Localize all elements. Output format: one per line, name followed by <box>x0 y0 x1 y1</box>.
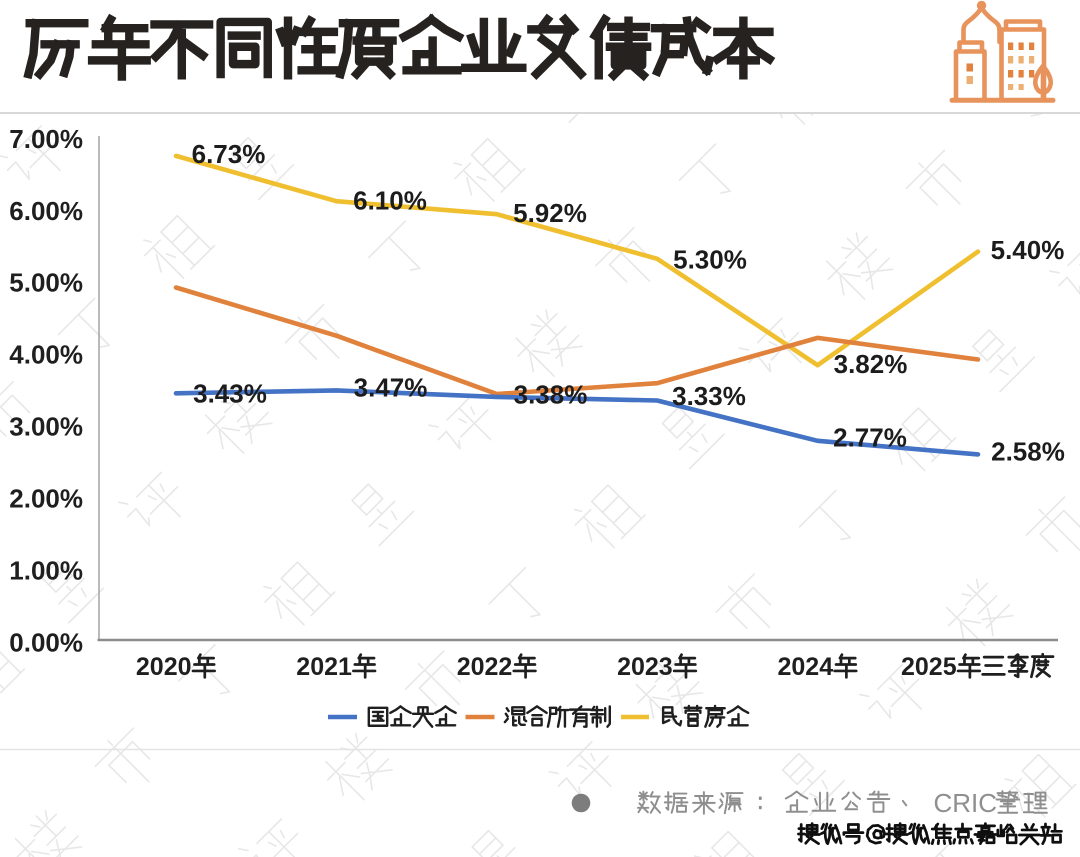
svg-text:1.00%: 1.00% <box>9 556 83 586</box>
svg-text:4.00%: 4.00% <box>9 340 83 370</box>
svg-text:2.77%: 2.77% <box>833 423 907 453</box>
svg-text:3.38%: 3.38% <box>514 380 588 410</box>
svg-text:3.33%: 3.33% <box>672 381 746 411</box>
svg-text:2.00%: 2.00% <box>9 484 83 514</box>
svg-text:6.73%: 6.73% <box>192 139 266 169</box>
svg-text:6.10%: 6.10% <box>353 186 427 216</box>
svg-text:2024: 2024 <box>778 653 834 681</box>
svg-text:2022: 2022 <box>457 653 513 681</box>
svg-text:2025: 2025 <box>901 653 957 681</box>
svg-text:5.92%: 5.92% <box>513 198 587 228</box>
svg-text:6.00%: 6.00% <box>9 196 83 226</box>
svg-text:2.58%: 2.58% <box>991 437 1065 467</box>
svg-text:0.00%: 0.00% <box>9 627 83 657</box>
svg-text:3.00%: 3.00% <box>9 412 83 442</box>
svg-text:5.40%: 5.40% <box>991 235 1065 265</box>
svg-text:2020: 2020 <box>136 653 192 681</box>
svg-text:5.00%: 5.00% <box>9 268 83 298</box>
svg-text:3.47%: 3.47% <box>354 373 428 403</box>
svg-text:2021: 2021 <box>296 653 352 681</box>
svg-text:7.00%: 7.00% <box>9 124 83 154</box>
svg-text:CRIC: CRIC <box>934 788 998 818</box>
svg-text:5.30%: 5.30% <box>673 245 747 275</box>
svg-text:3.43%: 3.43% <box>193 379 267 409</box>
svg-text:2023: 2023 <box>617 653 673 681</box>
svg-text:3.82%: 3.82% <box>834 349 908 379</box>
